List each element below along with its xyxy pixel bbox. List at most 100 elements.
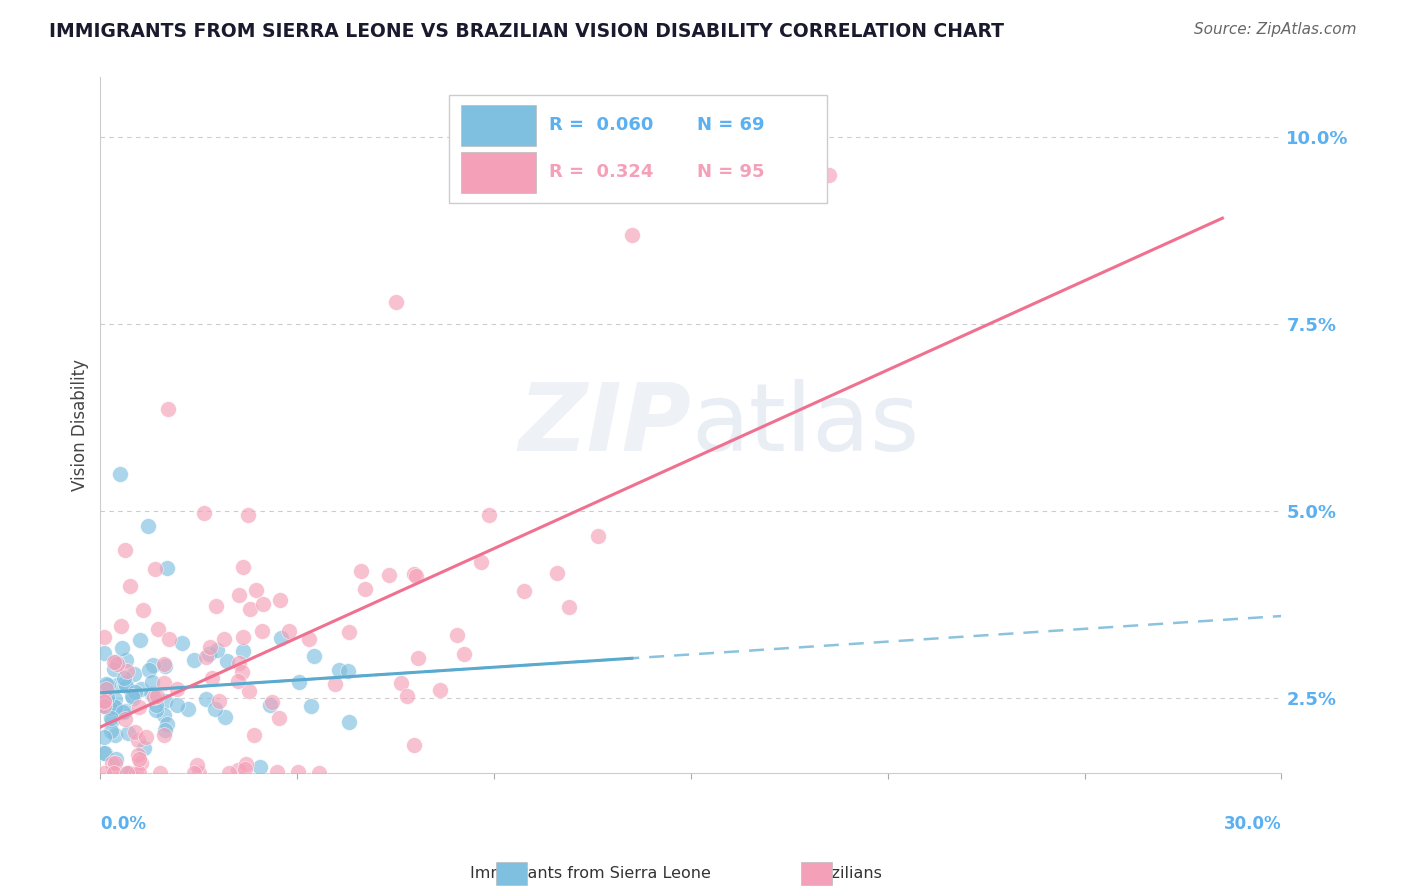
Point: [110, 641, 132, 656]
Point: [101, 697, 124, 711]
Point: [226, 674, 249, 689]
Point: [93, 631, 115, 645]
Text: N = 95: N = 95: [697, 163, 765, 181]
Point: [141, 687, 163, 701]
Point: [226, 763, 249, 777]
Point: [350, 565, 373, 579]
Point: [114, 676, 136, 690]
Point: [143, 562, 166, 576]
Point: [146, 622, 169, 636]
Point: [218, 766, 240, 780]
Text: atlas: atlas: [690, 379, 920, 471]
Point: [115, 766, 138, 780]
Point: [166, 698, 188, 713]
Point: [128, 699, 150, 714]
Text: IMMIGRANTS FROM SIERRA LEONE VS BRAZILIAN VISION DISABILITY CORRELATION CHART: IMMIGRANTS FROM SIERRA LEONE VS BRAZILIA…: [49, 22, 1004, 41]
Point: [228, 588, 250, 602]
Point: [118, 766, 141, 780]
Point: [267, 711, 290, 725]
Point: [252, 598, 274, 612]
Point: [120, 579, 142, 593]
Point: [124, 725, 146, 739]
Text: 0.0%: 0.0%: [100, 815, 146, 833]
Point: [114, 542, 136, 557]
Point: [132, 741, 155, 756]
Point: [232, 560, 254, 574]
Point: [101, 756, 124, 770]
Point: [155, 694, 177, 708]
Point: [131, 756, 153, 770]
Point: [250, 624, 273, 638]
Point: [153, 723, 176, 737]
Point: [136, 519, 159, 533]
Point: [208, 694, 231, 708]
Text: R =  0.324: R = 0.324: [550, 163, 654, 181]
Point: [204, 701, 226, 715]
Point: [115, 652, 138, 666]
Point: [302, 649, 325, 664]
Point: [245, 583, 267, 598]
Point: [100, 711, 122, 725]
Point: [270, 631, 292, 645]
Point: [125, 766, 148, 780]
Point: [170, 636, 193, 650]
Point: [132, 603, 155, 617]
Point: [228, 657, 250, 671]
Point: [98, 701, 121, 715]
Point: [127, 748, 149, 763]
Point: [183, 766, 205, 780]
Point: [233, 762, 256, 776]
Point: [152, 728, 174, 742]
FancyBboxPatch shape: [461, 104, 536, 145]
Point: [156, 402, 179, 417]
Point: [328, 663, 350, 677]
Text: Source: ZipAtlas.com: Source: ZipAtlas.com: [1194, 22, 1357, 37]
Point: [195, 692, 218, 706]
Point: [93, 746, 115, 760]
Point: [111, 705, 134, 719]
Text: ZIP: ZIP: [517, 379, 690, 471]
Point: [115, 766, 138, 780]
Point: [93, 699, 115, 714]
Point: [193, 507, 215, 521]
Point: [337, 714, 360, 729]
Point: [145, 698, 167, 712]
Point: [232, 644, 254, 658]
Point: [93, 699, 115, 714]
Point: [121, 691, 143, 706]
FancyBboxPatch shape: [461, 152, 536, 193]
Point: [157, 632, 180, 646]
Point: [115, 664, 138, 678]
Point: [586, 529, 609, 543]
FancyBboxPatch shape: [449, 95, 827, 202]
Point: [298, 632, 321, 647]
Point: [278, 624, 301, 638]
Point: [323, 677, 346, 691]
Point: [243, 728, 266, 742]
Text: N = 69: N = 69: [697, 116, 765, 134]
Point: [402, 738, 425, 752]
Point: [127, 732, 149, 747]
Point: [103, 728, 125, 742]
Point: [266, 764, 288, 779]
Point: [117, 726, 139, 740]
Text: Immigrants from Sierra Leone: Immigrants from Sierra Leone: [470, 866, 711, 880]
Point: [429, 683, 451, 698]
Point: [138, 663, 160, 677]
Point: [142, 690, 165, 705]
Point: [308, 766, 330, 780]
Point: [353, 582, 375, 597]
Point: [128, 766, 150, 780]
Point: [166, 682, 188, 697]
Text: 30.0%: 30.0%: [1223, 815, 1281, 833]
Point: [129, 632, 152, 647]
Point: [405, 569, 427, 583]
Point: [186, 758, 208, 772]
Point: [104, 752, 127, 766]
Point: [142, 658, 165, 673]
Point: [153, 707, 176, 722]
Point: [402, 566, 425, 581]
Point: [235, 757, 257, 772]
Point: [378, 567, 401, 582]
Point: [215, 654, 238, 668]
